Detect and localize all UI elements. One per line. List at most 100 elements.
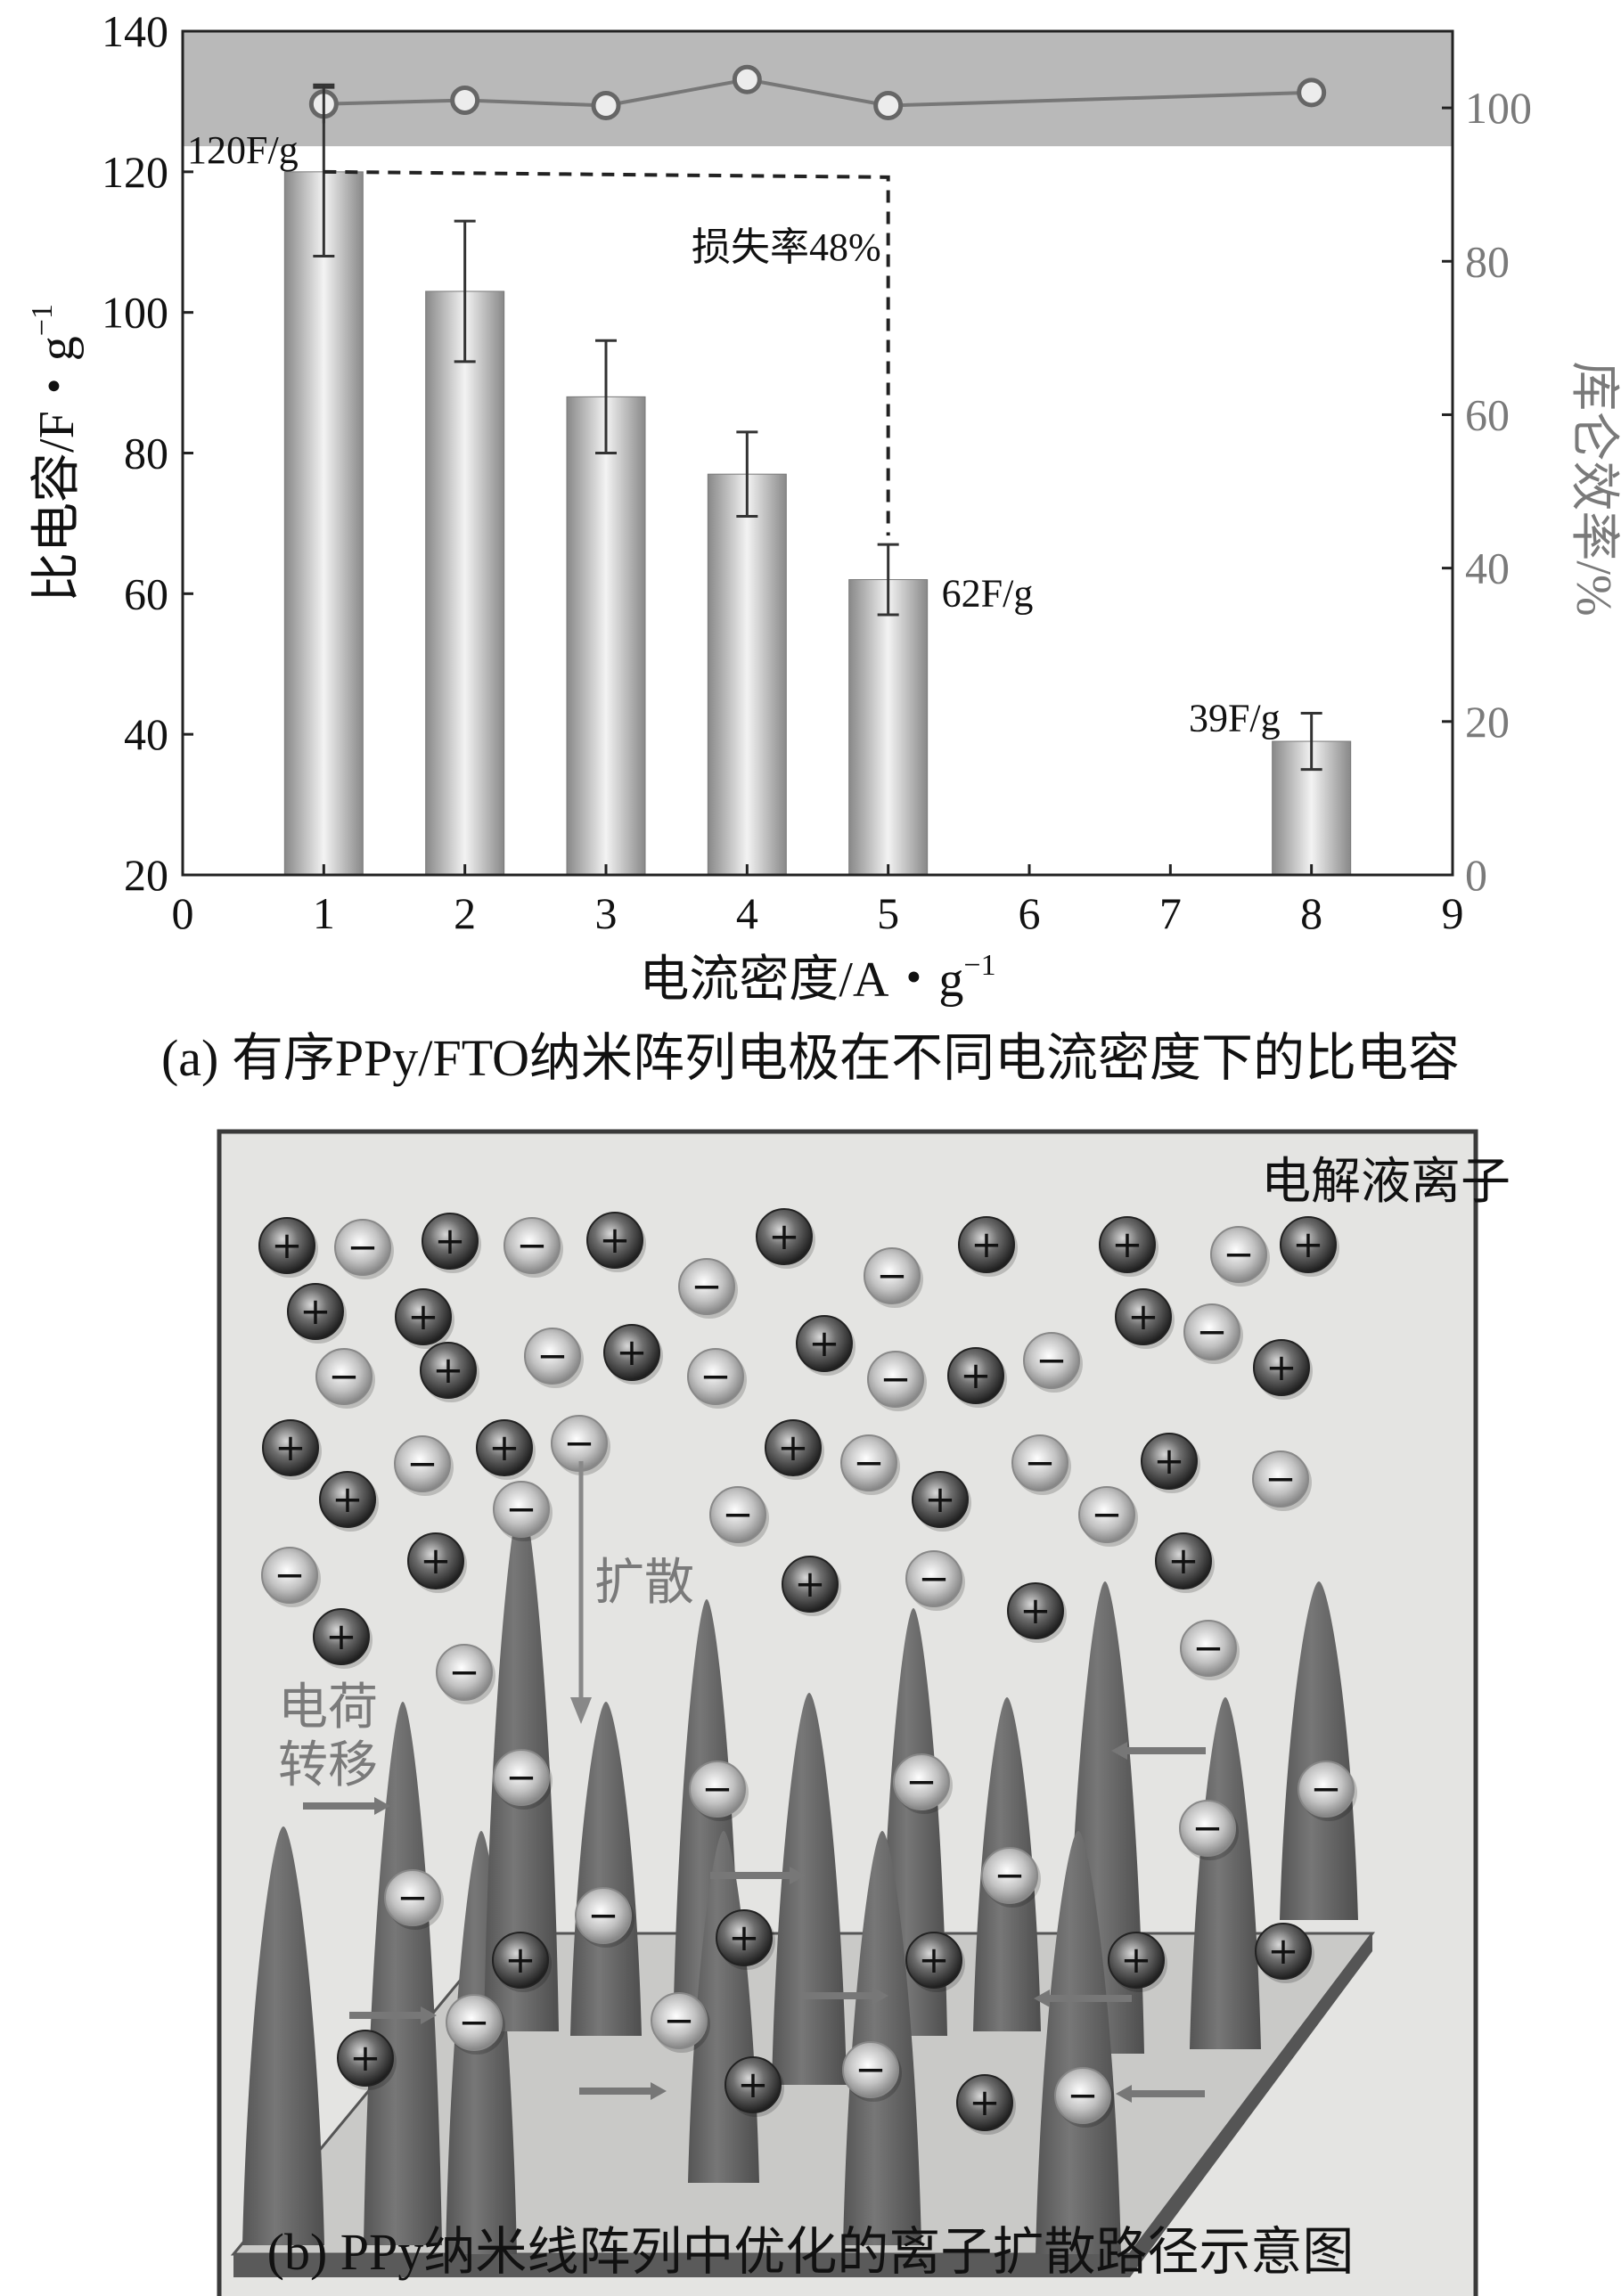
nanowire-5 xyxy=(570,1702,642,2036)
anion-7: − xyxy=(524,1328,584,1388)
cation-28: + xyxy=(716,1909,775,1970)
plus-sign: + xyxy=(274,1426,306,1469)
plus-sign: + xyxy=(325,1614,356,1658)
plus-sign: + xyxy=(960,1353,991,1397)
plus-sign: + xyxy=(407,1295,438,1338)
x-tick-label: 7 xyxy=(1159,888,1182,938)
y-tick-label: 100 xyxy=(102,288,168,338)
y2-tick-label: 60 xyxy=(1465,389,1510,439)
transfer-arrow-head-3 xyxy=(651,2082,667,2100)
cation-15: + xyxy=(262,1419,322,1480)
cation-1: + xyxy=(258,1217,318,1278)
minus-sign: − xyxy=(1265,1457,1296,1500)
anion-33: − xyxy=(651,1992,710,2053)
minus-sign: − xyxy=(536,1334,568,1377)
plus-sign: + xyxy=(1265,1345,1297,1389)
x-axis-label: 电流密度/A・g−1 xyxy=(639,949,995,1008)
cation-4: + xyxy=(756,1208,815,1269)
plot-frame xyxy=(181,29,1454,877)
substrate-side xyxy=(1130,1933,1372,2277)
minus-sign: − xyxy=(700,1354,731,1398)
cation-19: + xyxy=(319,1471,379,1532)
minus-sign: − xyxy=(458,2000,489,2044)
cation-29: + xyxy=(905,1932,965,1992)
coulombic-efficiency-line xyxy=(323,78,1312,108)
anion-31: − xyxy=(981,1847,1041,1908)
nanowire-13 xyxy=(1036,1831,1121,2254)
bars xyxy=(283,171,1352,876)
cation-33: + xyxy=(956,2074,1016,2135)
anion-32: − xyxy=(446,1994,505,2055)
minus-sign: − xyxy=(1091,1492,1122,1536)
y2-tick-label: 20 xyxy=(1465,697,1510,747)
plus-sign: + xyxy=(299,1289,331,1333)
cation-6: + xyxy=(1099,1216,1158,1277)
cation-27: + xyxy=(492,1932,552,1992)
plus-sign: + xyxy=(1019,1589,1051,1632)
minus-sign: − xyxy=(505,1755,536,1799)
minus-sign: − xyxy=(1310,1767,1341,1810)
chart-a: 0 1 2 3 4 5 6 7 8 920406080100120140020406080100 … xyxy=(26,6,1621,1008)
cation-30: + xyxy=(1108,1932,1167,1992)
anion-15: − xyxy=(1011,1434,1071,1495)
caption-a: (a) 有序PPy/FTO纳米阵列电极在不同电流密度下的比电容 xyxy=(160,1029,1461,1087)
anion-29: − xyxy=(575,1887,634,1948)
anion-6: − xyxy=(315,1348,375,1409)
anion-14: − xyxy=(840,1434,900,1495)
cation-2: + xyxy=(422,1213,481,1273)
anion-30: − xyxy=(1179,1800,1239,1860)
minus-sign: − xyxy=(1191,1806,1223,1850)
cation-14: + xyxy=(1253,1339,1313,1400)
plus-sign: + xyxy=(349,2036,381,2079)
plus-sign: + xyxy=(969,2080,1000,2124)
y-axis-label: 比电容/F・g−1 xyxy=(26,304,85,602)
coulombic-efficiency-series xyxy=(308,64,1327,124)
cation-22: + xyxy=(1155,1532,1215,1593)
loss-dashed-line xyxy=(323,169,890,536)
anion-12: − xyxy=(551,1415,610,1475)
minus-sign: − xyxy=(587,1893,618,1937)
nanowire-2 xyxy=(364,1702,442,2245)
anion-22: − xyxy=(1180,1620,1240,1680)
minus-sign: − xyxy=(1067,2073,1098,2117)
y2-axis-label: 库仑效率/% xyxy=(1566,361,1621,616)
y-tick-label: 80 xyxy=(124,429,168,478)
y-tick-label: 120 xyxy=(102,147,168,197)
y2-tick-label: 100 xyxy=(1465,83,1532,133)
anion-23: − xyxy=(436,1644,495,1704)
plus-sign: + xyxy=(616,1330,647,1374)
minus-sign: − xyxy=(663,1998,694,2042)
loss-rate-label: 损失率48% xyxy=(692,225,881,269)
diagram-b: + + + + + + ++ ++++ + ++ + + ++ ++ ++++++++ +++ ++− −− − −−… xyxy=(217,1129,1510,2296)
anion-9: − xyxy=(867,1351,927,1411)
diffusion-label: 扩散 xyxy=(594,1556,694,1611)
plus-sign: + xyxy=(777,1426,808,1469)
electrolyte-ion-label: 电解液离子 xyxy=(1261,1155,1510,1210)
cation-25: + xyxy=(1007,1582,1067,1643)
minus-sign: − xyxy=(876,1254,907,1297)
x-tick-label: 4 xyxy=(736,888,758,938)
plus-sign: + xyxy=(1267,1929,1298,1973)
anion-20: − xyxy=(261,1547,321,1607)
cation-32: + xyxy=(725,2056,784,2117)
caption-b: (b) PPy纳米线阵列中优化的离子扩散路径示意图 xyxy=(266,2223,1355,2281)
anion-10: − xyxy=(1023,1332,1083,1393)
charge-transfer-label-line2: 转移 xyxy=(278,1738,378,1793)
anion-28: − xyxy=(384,1869,444,1930)
cation-20: + xyxy=(912,1471,971,1532)
anion-16: − xyxy=(1252,1450,1312,1511)
minus-sign: − xyxy=(347,1225,378,1269)
cation-31: + xyxy=(337,2030,397,2090)
ce-point-3 xyxy=(591,91,621,121)
minus-sign: − xyxy=(855,2047,886,2091)
anion-35: − xyxy=(1054,2067,1114,2128)
nanowire-15 xyxy=(1280,1581,1358,1920)
x-tick-label: 2 xyxy=(454,888,476,938)
cation-11: + xyxy=(1115,1288,1175,1349)
anion-17: − xyxy=(493,1481,553,1541)
plus-sign: + xyxy=(808,1321,839,1365)
minus-sign: − xyxy=(1196,1310,1227,1353)
plus-sign: + xyxy=(768,1214,799,1258)
substrate-front xyxy=(233,2254,1130,2277)
